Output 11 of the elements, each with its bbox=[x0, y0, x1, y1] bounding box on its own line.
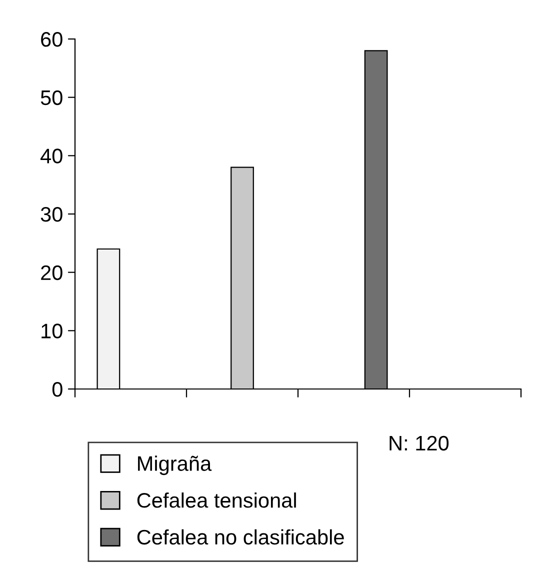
text: N: 120 bbox=[390, 436, 449, 451]
legend-label: Cefalea tensional bbox=[137, 492, 296, 508]
legend-label: Migraña bbox=[138, 456, 212, 476]
y-tick-label: 60 bbox=[41, 32, 62, 47]
y-tick-label: 20 bbox=[41, 265, 62, 280]
y-tick-label: 30 bbox=[40, 207, 62, 222]
y-tick-label: 40 bbox=[40, 148, 62, 164]
y-tick-label: 50 bbox=[40, 90, 62, 106]
legend-label: Cefalea no clasificable bbox=[137, 529, 344, 545]
y-tick-label: 0 bbox=[52, 382, 62, 397]
y-tick-label: 10 bbox=[42, 324, 62, 338]
